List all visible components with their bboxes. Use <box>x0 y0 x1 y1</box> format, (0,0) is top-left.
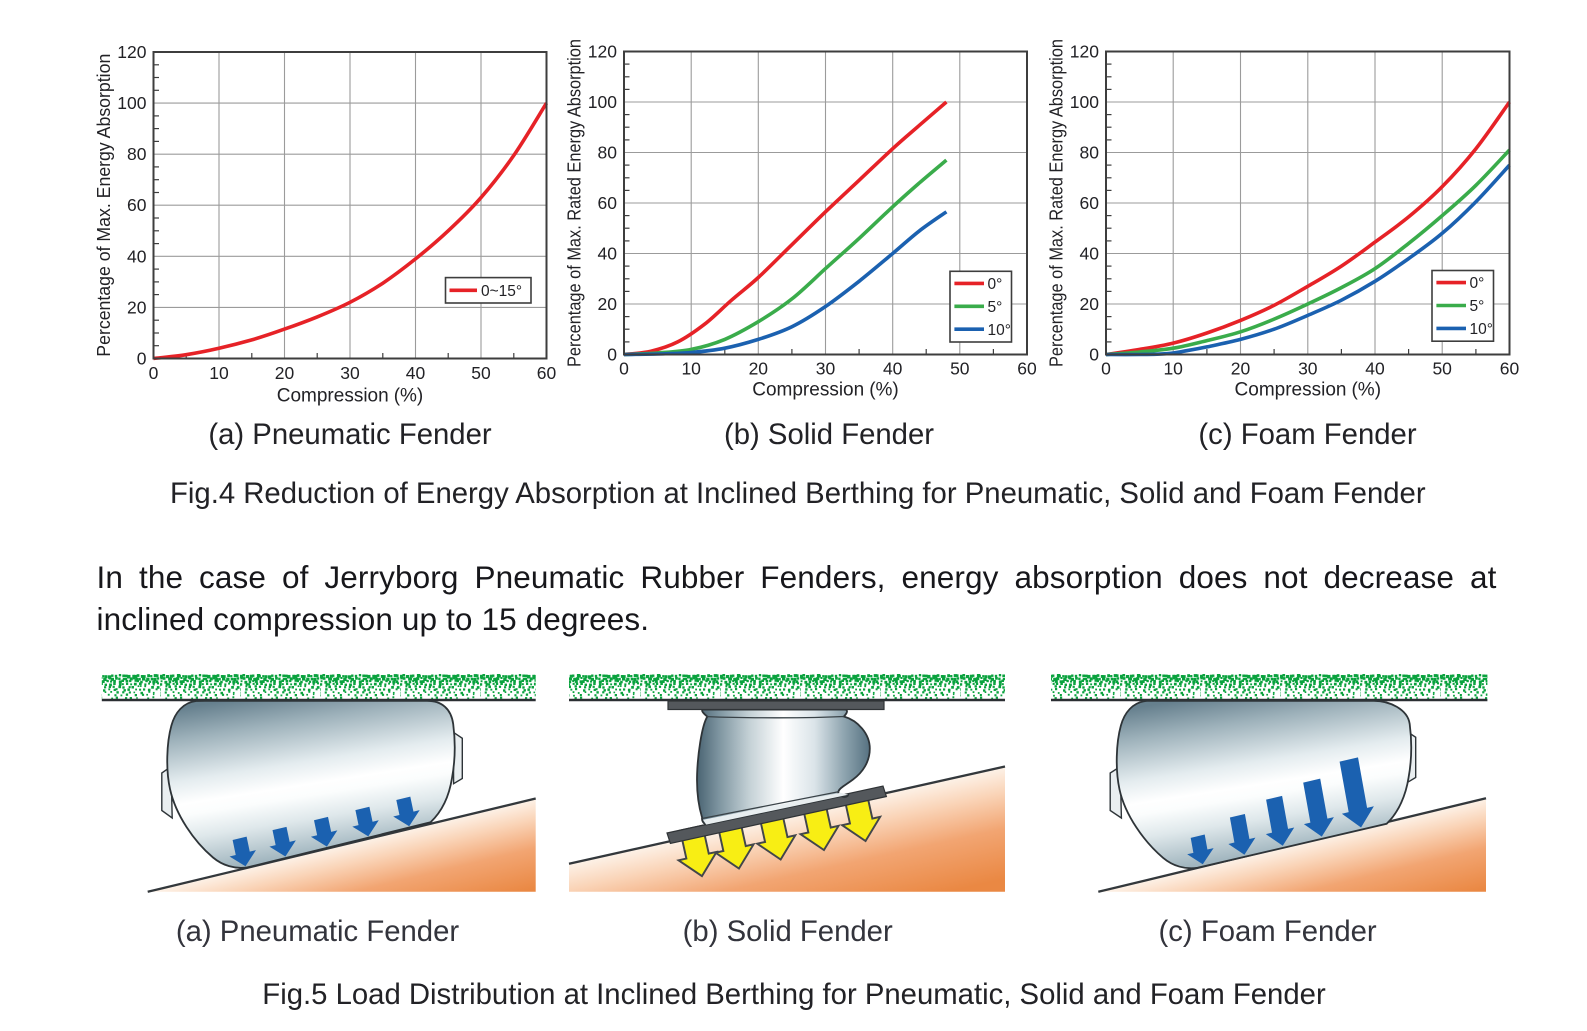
svg-text:40: 40 <box>127 246 147 266</box>
svg-text:10°: 10° <box>988 322 1011 339</box>
svg-text:0~15°: 0~15° <box>481 283 522 300</box>
svg-text:10°: 10° <box>1470 321 1493 338</box>
svg-text:120: 120 <box>1070 42 1099 62</box>
svg-text:30: 30 <box>1298 359 1318 379</box>
svg-text:0: 0 <box>607 345 617 365</box>
svg-text:30: 30 <box>816 359 836 379</box>
svg-text:60: 60 <box>1080 193 1100 213</box>
svg-text:80: 80 <box>598 143 618 163</box>
svg-text:20: 20 <box>749 359 769 379</box>
svg-text:20: 20 <box>1080 294 1100 314</box>
svg-text:5°: 5° <box>988 299 1003 316</box>
svg-text:40: 40 <box>598 244 618 264</box>
svg-text:100: 100 <box>1070 92 1099 112</box>
svg-text:120: 120 <box>588 42 617 62</box>
svg-text:50: 50 <box>1432 359 1452 379</box>
svg-text:0: 0 <box>619 359 629 379</box>
svg-text:120: 120 <box>117 42 146 62</box>
svg-text:60: 60 <box>598 193 618 213</box>
svg-text:20: 20 <box>127 297 147 317</box>
svg-text:Compression(%): Compression (%) <box>752 380 899 401</box>
svg-text:0: 0 <box>1101 359 1111 379</box>
svg-text:Compression(%): Compression (%) <box>277 386 424 407</box>
svg-text:100: 100 <box>588 92 617 112</box>
svg-text:20: 20 <box>1231 359 1251 379</box>
svg-text:10: 10 <box>681 359 701 379</box>
svg-text:Percentage of Max. Energy Abso: Percentage of Max. Energy Absorption <box>93 54 114 357</box>
svg-text:40: 40 <box>1080 244 1100 264</box>
svg-text:60: 60 <box>1017 359 1037 379</box>
svg-text:80: 80 <box>1080 143 1100 163</box>
svg-text:20: 20 <box>598 294 618 314</box>
svg-text:0: 0 <box>1089 345 1099 365</box>
svg-text:60: 60 <box>537 363 557 383</box>
svg-text:5°: 5° <box>1470 298 1485 315</box>
svg-text:40: 40 <box>406 363 426 383</box>
svg-text:Compression(%): Compression (%) <box>1235 380 1382 401</box>
svg-text:60: 60 <box>127 195 147 215</box>
svg-text:0: 0 <box>137 349 147 369</box>
svg-text:30: 30 <box>340 363 360 383</box>
svg-text:20: 20 <box>275 363 295 383</box>
svg-text:50: 50 <box>471 363 491 383</box>
svg-text:80: 80 <box>127 144 147 164</box>
svg-text:40: 40 <box>1365 359 1385 379</box>
svg-text:0°: 0° <box>988 276 1003 293</box>
svg-text:60: 60 <box>1500 359 1520 379</box>
svg-text:0: 0 <box>149 363 159 383</box>
svg-text:0°: 0° <box>1470 275 1485 292</box>
svg-text:50: 50 <box>950 359 970 379</box>
svg-text:100: 100 <box>117 93 146 113</box>
svg-text:Percentage of Max. Rated Energ: Percentage of Max. Rated Energy Absorpti… <box>564 39 585 367</box>
svg-text:Percentage of Max. Rated Energ: Percentage of Max. Rated Energy Absorpti… <box>1046 39 1067 367</box>
svg-text:40: 40 <box>883 359 903 379</box>
svg-text:10: 10 <box>209 363 229 383</box>
svg-text:10: 10 <box>1163 359 1183 379</box>
